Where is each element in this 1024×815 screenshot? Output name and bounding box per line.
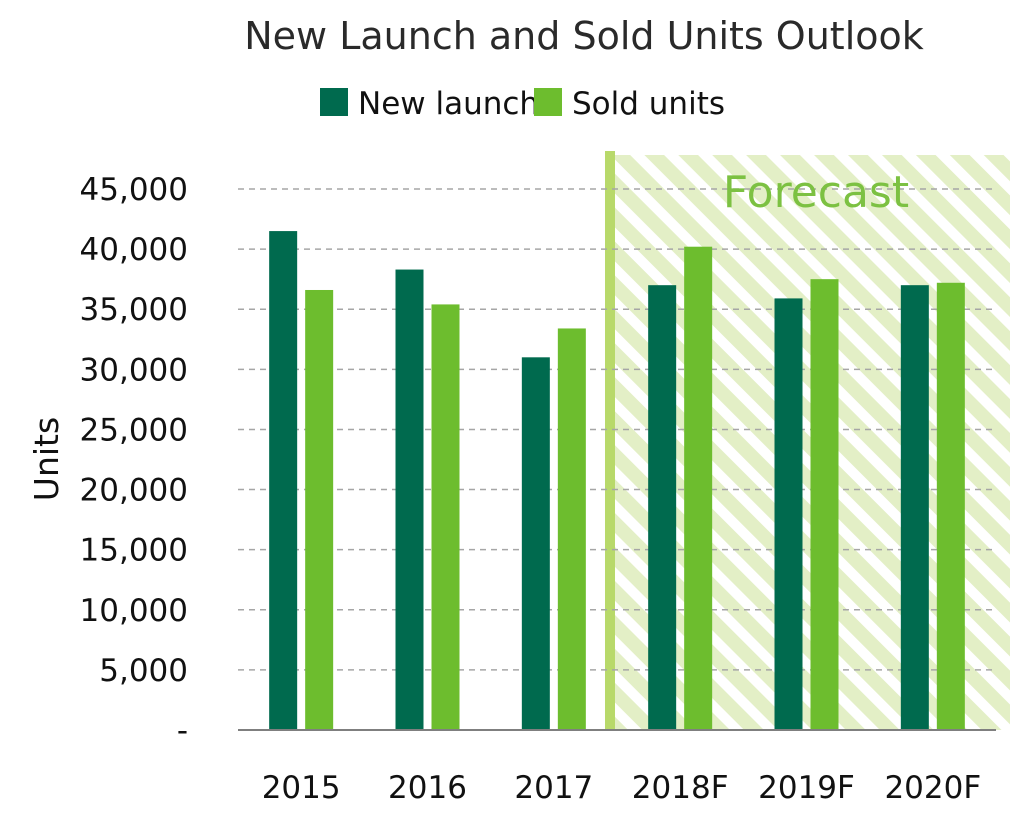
bar-new-launch-2018f [648, 285, 677, 730]
legend: New launch Sold units [320, 86, 725, 122]
y-axis-label: Units [27, 417, 66, 501]
y-tick-label: 40,000 [80, 232, 188, 268]
forecast-label: Forecast [723, 167, 909, 218]
forecast-divider [605, 151, 615, 730]
bar-new-launch-2019f [774, 298, 803, 730]
x-tick-label: 2017 [514, 770, 593, 806]
y-tick-label: 30,000 [80, 352, 188, 388]
bar-new-launch-2016 [395, 269, 424, 730]
y-tick-label: 10,000 [80, 593, 188, 629]
x-tick-label: 2019F [758, 770, 855, 806]
gridlines [238, 188, 996, 671]
bar-new-launch-2020f [900, 285, 929, 730]
y-tick-label: 15,000 [80, 533, 188, 569]
x-tick-label: 2020F [884, 770, 981, 806]
chart-title: New Launch and Sold Units Outlook [244, 14, 924, 58]
y-tick-label: 45,000 [80, 172, 188, 208]
y-tick-label: 35,000 [80, 292, 188, 328]
y-tick-label: 5,000 [99, 653, 188, 689]
y-tick-label: - [177, 713, 188, 749]
x-tick-label: 2016 [388, 770, 467, 806]
bars [269, 231, 965, 731]
bar-new-launch-2015 [269, 231, 298, 731]
bar-sold-units-2016 [431, 304, 460, 730]
x-tick-label: 2018F [632, 770, 729, 806]
legend-swatch-sold-units [534, 88, 562, 116]
bar-sold-units-2015 [305, 289, 334, 730]
bar-sold-units-2017 [557, 328, 586, 730]
bar-sold-units-2019f [810, 279, 839, 730]
x-tick-label: 2015 [262, 770, 341, 806]
legend-swatch-new-launch [320, 88, 348, 116]
y-tick-label: 20,000 [80, 473, 188, 509]
bar-new-launch-2017 [521, 357, 550, 730]
legend-label-sold-units: Sold units [572, 86, 725, 122]
legend-label-new-launch: New launch [358, 86, 539, 122]
bar-sold-units-2020f [936, 282, 965, 730]
bar-sold-units-2018f [684, 246, 713, 730]
y-tick-label: 25,000 [80, 412, 188, 448]
axes: - 5,000 10,000 15,000 20,000 25,000 30,000 35,0… [80, 172, 996, 806]
